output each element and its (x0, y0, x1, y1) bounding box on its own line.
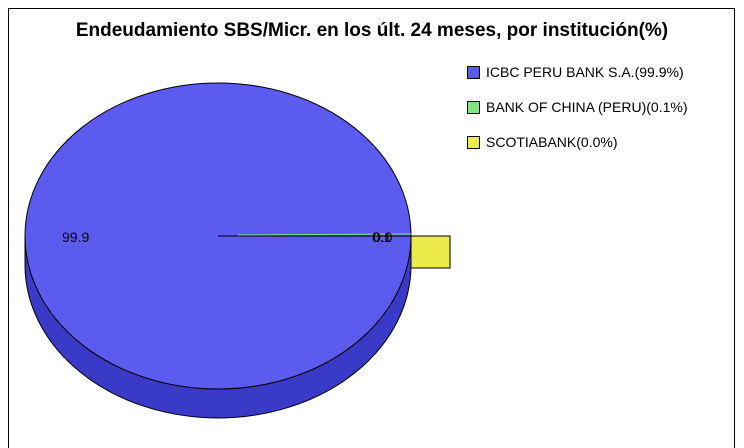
data-label-scotiabank: 0.0 (373, 229, 393, 245)
legend-swatch-icbc (467, 65, 480, 79)
pie-chart: 99.9 0.10.0 (24, 82, 451, 419)
legend-label-icbc: ICBC PERU BANK S.A.(99.9%) (486, 64, 684, 80)
pie-slice-scotiabank (410, 235, 451, 269)
legend-item-scotiabank: SCOTIABANK(0.0%) (467, 131, 687, 153)
pie-slice-bank-of-china (237, 233, 412, 236)
legend-swatch-bank-of-china (467, 100, 480, 114)
legend-label-bank-of-china: BANK OF CHINA (PERU)(0.1%) (486, 99, 688, 115)
legend-item-icbc: ICBC PERU BANK S.A.(99.9%) (467, 61, 687, 83)
data-label-icbc: 99.9 (62, 229, 89, 245)
chart-legend: ICBC PERU BANK S.A.(99.9%) BANK OF CHINA… (467, 61, 687, 166)
chart-title: Endeudamiento SBS/Micr. en los últ. 24 m… (75, 20, 669, 41)
legend-item-bank-of-china: BANK OF CHINA (PERU)(0.1%) (467, 96, 687, 118)
legend-label-scotiabank: SCOTIABANK(0.0%) (486, 134, 618, 150)
data-label-bank-of-china: 0.1 (372, 229, 392, 245)
legend-swatch-scotiabank (467, 135, 480, 149)
